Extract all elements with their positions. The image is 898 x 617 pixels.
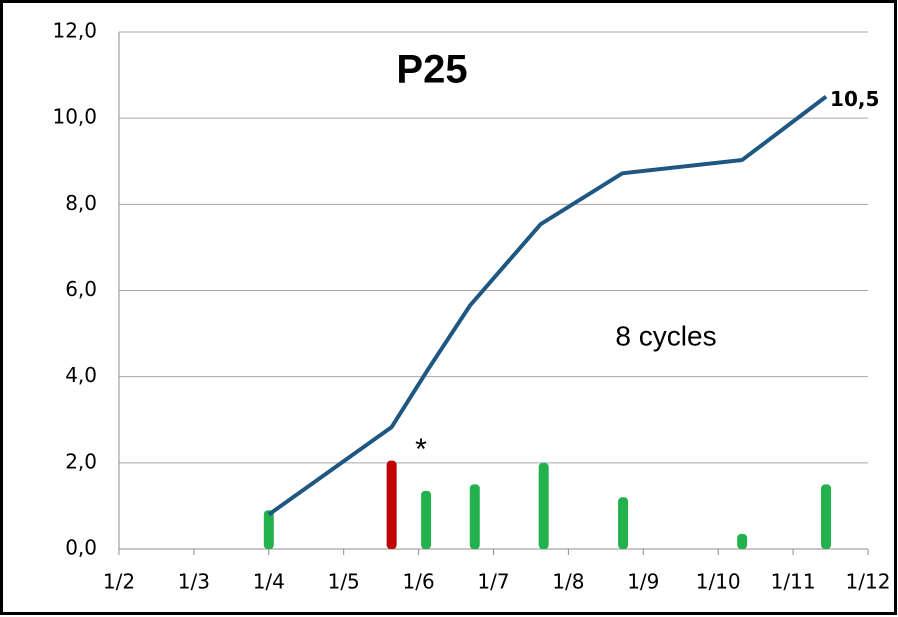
bar — [421, 490, 432, 549]
x-tick-label: 1/6 — [403, 570, 435, 594]
x-tick-label: 1/9 — [627, 570, 659, 594]
chart-title: P25 — [396, 48, 467, 92]
x-tick-label: 1/11 — [771, 570, 816, 594]
y-tick-label: 2,0 — [65, 449, 97, 473]
y-tick-label: 8,0 — [65, 191, 97, 215]
y-tick-label: 10,0 — [52, 105, 97, 129]
y-tick-label: 6,0 — [65, 277, 97, 301]
x-tick-label: 1/5 — [328, 570, 360, 594]
bar — [469, 484, 480, 549]
data-label: 10,5 — [830, 87, 879, 111]
bar — [821, 484, 832, 549]
bar — [263, 510, 274, 549]
y-tick-label: 0,0 — [65, 536, 97, 560]
x-tick-label: 1/7 — [477, 570, 509, 594]
x-tick-label: 1/12 — [846, 570, 891, 594]
line — [267, 95, 828, 517]
bar — [618, 497, 629, 549]
x-tick-label: 1/3 — [178, 570, 210, 594]
y-tick-label: 12,0 — [52, 19, 97, 43]
annotation: * — [415, 433, 427, 466]
x-tick-label: 1/10 — [696, 570, 741, 594]
y-tick-label: 4,0 — [65, 363, 97, 387]
bar — [737, 533, 748, 549]
x-tick-label: 1/4 — [253, 570, 285, 594]
bar — [386, 460, 397, 549]
annotation: 8 cycles — [615, 320, 716, 351]
x-tick-label: 1/2 — [103, 570, 135, 594]
bar — [538, 462, 549, 549]
x-tick-label: 1/8 — [552, 570, 584, 594]
